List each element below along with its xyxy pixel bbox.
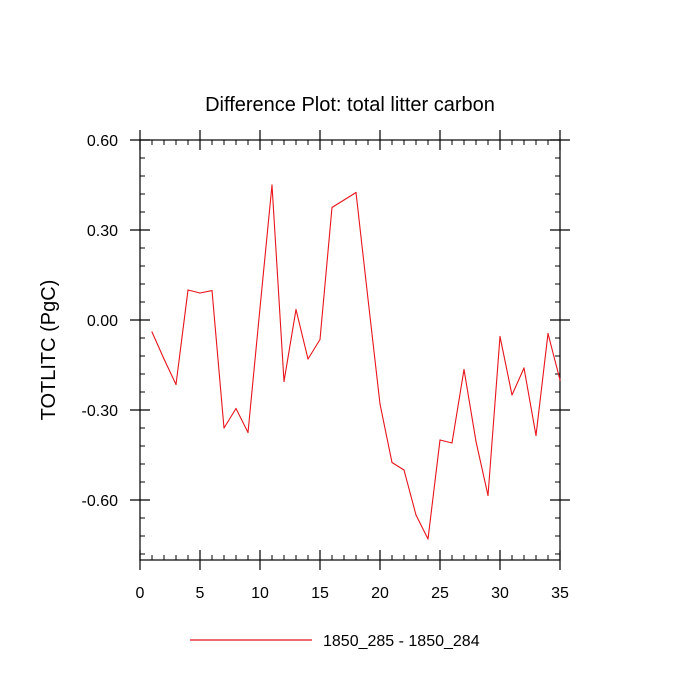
data-point [523, 367, 525, 369]
y-tick-label: 0.00 [87, 313, 118, 330]
x-tick-label: 20 [371, 585, 389, 602]
data-point [259, 307, 261, 309]
data-point [271, 184, 273, 186]
data-point [187, 289, 189, 291]
data-point [559, 379, 561, 381]
data-point [211, 290, 213, 292]
data-point [451, 442, 453, 444]
data-point [403, 469, 405, 471]
x-tick-label: 30 [491, 585, 509, 602]
data-point [427, 538, 429, 540]
data-point [367, 298, 369, 300]
y-axis-label: TOTLITC (PgC) [38, 280, 60, 421]
x-axis-ticks: 0 5 10 15 20 25 30 35 [136, 130, 569, 602]
x-tick-label: 25 [431, 585, 449, 602]
data-point [163, 358, 165, 360]
data-point [319, 338, 321, 341]
minor-ticks [140, 140, 560, 560]
y-axis-ticks: 0.60 0.30 0.00 -0.30 -0.60 [82, 133, 570, 510]
plot-border [139, 139, 561, 561]
series-line [151, 184, 561, 540]
data-point [439, 439, 441, 441]
data-point [307, 358, 309, 360]
data-point [199, 292, 201, 294]
x-tick-label: 35 [551, 585, 569, 602]
y-tick-label: 0.30 [87, 223, 118, 240]
data-point [499, 335, 501, 338]
data-point [379, 403, 381, 405]
data-point [355, 191, 357, 194]
data-point [223, 427, 225, 429]
plot-frame [139, 139, 561, 561]
x-tick-label: 10 [251, 585, 269, 602]
data-point [415, 514, 417, 516]
x-tick-label: 5 [196, 585, 205, 602]
data-point [511, 394, 513, 396]
data-point [475, 440, 477, 443]
x-tick-label: 0 [136, 585, 145, 602]
data-point [343, 199, 345, 201]
data-point [487, 494, 489, 497]
series-layer [151, 184, 561, 540]
data-point [391, 461, 393, 464]
x-tick-label: 15 [311, 585, 329, 602]
legend-label: 1850_285 - 1850_284 [323, 633, 480, 650]
data-point [547, 332, 549, 335]
data-point [295, 308, 297, 311]
data-point [463, 368, 465, 371]
data-point [235, 407, 237, 410]
y-tick-label: -0.60 [82, 493, 119, 510]
data-point [283, 380, 285, 383]
data-point [151, 331, 153, 333]
legend: 1850_285 - 1850_284 [190, 633, 480, 650]
data-point [535, 434, 537, 437]
y-tick-label: 0.60 [87, 133, 118, 150]
y-tick-label: -0.30 [82, 403, 119, 420]
data-point [175, 383, 177, 386]
data-point [331, 206, 333, 209]
chart-title: Difference Plot: total litter carbon [205, 94, 495, 116]
data-point [247, 431, 249, 434]
